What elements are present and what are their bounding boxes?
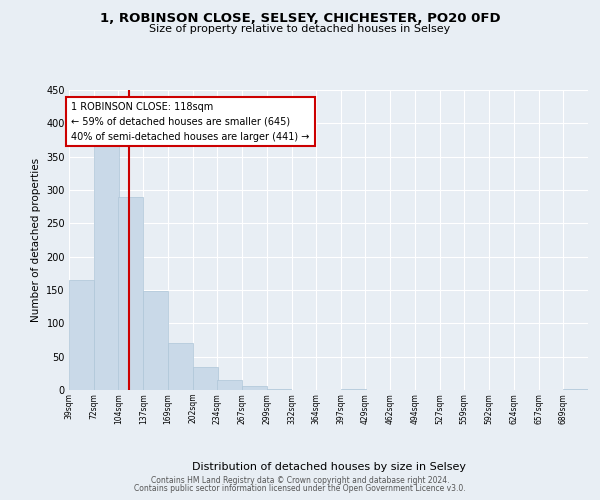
Bar <box>193 366 218 390</box>
Text: Distribution of detached houses by size in Selsey: Distribution of detached houses by size … <box>192 462 466 472</box>
Text: Size of property relative to detached houses in Selsey: Size of property relative to detached ho… <box>149 24 451 34</box>
Y-axis label: Number of detached properties: Number of detached properties <box>31 158 41 322</box>
Bar <box>242 386 267 390</box>
Bar <box>118 196 143 390</box>
Text: Contains public sector information licensed under the Open Government Licence v3: Contains public sector information licen… <box>134 484 466 493</box>
Bar <box>143 292 169 390</box>
Text: 1 ROBINSON CLOSE: 118sqm
← 59% of detached houses are smaller (645)
40% of semi-: 1 ROBINSON CLOSE: 118sqm ← 59% of detach… <box>71 102 310 142</box>
Text: Contains HM Land Registry data © Crown copyright and database right 2024.: Contains HM Land Registry data © Crown c… <box>151 476 449 485</box>
Bar <box>217 380 242 390</box>
Bar <box>168 344 193 390</box>
Text: 1, ROBINSON CLOSE, SELSEY, CHICHESTER, PO20 0FD: 1, ROBINSON CLOSE, SELSEY, CHICHESTER, P… <box>100 12 500 26</box>
Bar <box>94 140 119 390</box>
Bar <box>69 280 94 390</box>
